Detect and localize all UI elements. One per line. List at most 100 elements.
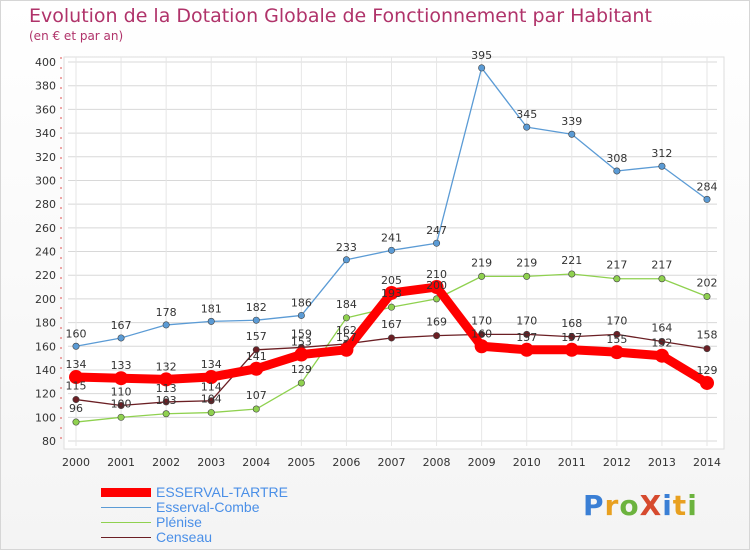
data-point bbox=[72, 396, 80, 404]
x-tick-label: 2005 bbox=[287, 456, 315, 469]
data-label: 169 bbox=[426, 316, 447, 329]
data-point bbox=[159, 372, 174, 387]
data-label: 167 bbox=[111, 319, 132, 332]
data-point bbox=[297, 311, 305, 319]
data-point bbox=[384, 285, 399, 300]
y-tick-label: 380 bbox=[35, 80, 56, 93]
data-point bbox=[523, 330, 531, 338]
data-label: 107 bbox=[246, 389, 267, 402]
data-point bbox=[700, 375, 714, 390]
logo-letter: X bbox=[639, 489, 663, 522]
data-label: 152 bbox=[651, 337, 672, 350]
x-tick-label: 2012 bbox=[603, 456, 631, 469]
legend: ESSERVAL-TARTRE Esserval-Combe Plénise C… bbox=[101, 485, 361, 545]
data-label: 241 bbox=[381, 231, 402, 244]
data-label: 219 bbox=[516, 256, 537, 269]
data-label: 162 bbox=[336, 324, 357, 337]
y-tick-label: 280 bbox=[35, 198, 56, 211]
data-point bbox=[207, 317, 215, 325]
legend-swatch bbox=[101, 507, 151, 508]
data-label: 395 bbox=[471, 49, 492, 62]
y-tick-label: 140 bbox=[35, 364, 56, 377]
data-point bbox=[474, 339, 489, 354]
legend-label: Esserval-Combe bbox=[156, 499, 260, 515]
data-label: 141 bbox=[246, 350, 267, 363]
data-point bbox=[252, 405, 260, 413]
proxiti-logo: ProXiti bbox=[583, 489, 698, 522]
logo-letter: i bbox=[662, 489, 673, 522]
data-point bbox=[342, 256, 350, 264]
data-label: 114 bbox=[201, 381, 222, 394]
x-tick-label: 2013 bbox=[648, 456, 676, 469]
data-label: 168 bbox=[561, 317, 582, 330]
data-label: 193 bbox=[381, 287, 402, 300]
data-label: 160 bbox=[66, 327, 87, 340]
data-point bbox=[478, 64, 486, 72]
data-point bbox=[523, 123, 531, 131]
data-label: 129 bbox=[291, 363, 312, 376]
data-point bbox=[297, 379, 305, 387]
chart-subtitle: (en € et par an) bbox=[29, 29, 124, 43]
data-label: 157 bbox=[246, 330, 267, 343]
logo-letter: r bbox=[604, 489, 620, 522]
data-label: 182 bbox=[246, 301, 267, 314]
data-label: 217 bbox=[651, 259, 672, 272]
data-point bbox=[117, 401, 125, 409]
logo-letter: P bbox=[583, 489, 605, 522]
data-label: 345 bbox=[516, 108, 537, 121]
data-point bbox=[523, 272, 531, 280]
data-point bbox=[703, 345, 711, 353]
x-tick-label: 2003 bbox=[197, 456, 225, 469]
legend-item-plenise: Plénise bbox=[101, 515, 361, 530]
data-label: 219 bbox=[471, 256, 492, 269]
data-label: 155 bbox=[606, 333, 627, 346]
legend-label: Censeau bbox=[156, 529, 213, 545]
y-tick-label: 160 bbox=[35, 340, 56, 353]
data-point bbox=[69, 370, 83, 385]
legend-label: ESSERVAL-TARTRE bbox=[156, 484, 289, 500]
data-label: 113 bbox=[156, 382, 177, 395]
data-point bbox=[433, 332, 441, 340]
y-tick-label: 360 bbox=[35, 103, 56, 116]
data-label: 170 bbox=[606, 314, 627, 327]
data-point bbox=[429, 280, 444, 295]
data-point bbox=[564, 342, 579, 357]
data-point bbox=[703, 195, 711, 203]
data-label: 339 bbox=[561, 115, 582, 128]
data-point bbox=[162, 321, 170, 329]
data-label: 132 bbox=[156, 360, 177, 373]
data-point bbox=[658, 338, 666, 346]
y-tick-label: 300 bbox=[35, 174, 56, 187]
x-tick-label: 2008 bbox=[423, 456, 451, 469]
data-point bbox=[519, 342, 534, 357]
data-point bbox=[568, 270, 576, 278]
data-label: 129 bbox=[697, 364, 718, 377]
data-point bbox=[294, 347, 309, 362]
data-point bbox=[387, 246, 395, 254]
data-point bbox=[342, 314, 350, 322]
data-label: 160 bbox=[471, 327, 492, 340]
data-label: 186 bbox=[291, 296, 312, 309]
data-label: 284 bbox=[697, 180, 718, 193]
logo-letter: o bbox=[619, 489, 640, 522]
data-label: 110 bbox=[111, 385, 132, 398]
legend-swatch bbox=[101, 522, 151, 523]
x-tick-label: 2000 bbox=[62, 456, 90, 469]
data-point bbox=[568, 130, 576, 138]
legend-item-esserval-tartre: ESSERVAL-TARTRE bbox=[101, 485, 361, 500]
data-label: 167 bbox=[381, 318, 402, 331]
data-label: 115 bbox=[66, 380, 87, 393]
data-point bbox=[387, 303, 395, 311]
data-label: 202 bbox=[697, 277, 718, 290]
data-label: 164 bbox=[651, 322, 672, 335]
data-label: 308 bbox=[606, 152, 627, 165]
y-tick-label: 400 bbox=[35, 56, 56, 69]
data-point bbox=[478, 330, 486, 338]
legend-swatch bbox=[101, 537, 151, 538]
data-label: 247 bbox=[426, 224, 447, 237]
data-label: 104 bbox=[201, 393, 222, 406]
y-tick-label: 180 bbox=[35, 317, 56, 330]
data-label: 103 bbox=[156, 394, 177, 407]
data-label: 221 bbox=[561, 254, 582, 267]
